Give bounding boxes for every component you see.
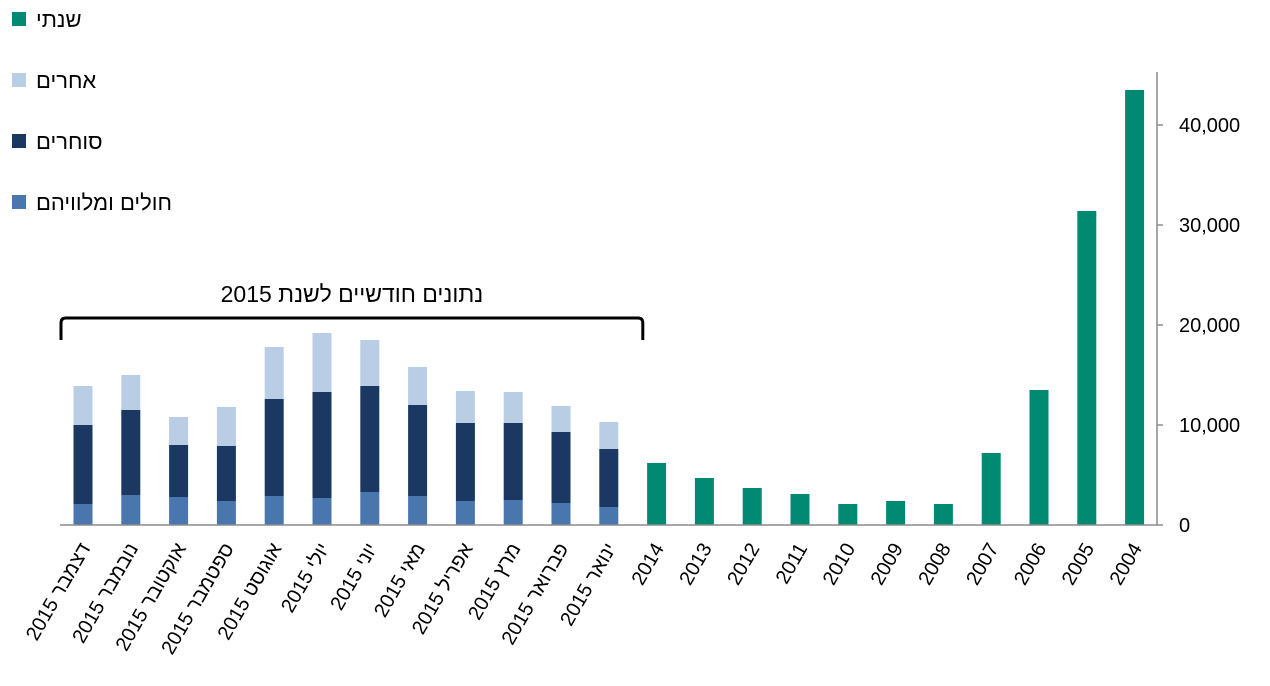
- legend-label: אחרים: [36, 68, 96, 93]
- x-tick-label: 2006: [1010, 540, 1051, 590]
- x-tick-label: 2004: [1106, 540, 1147, 590]
- bar-10-series-0: [551, 503, 571, 525]
- bar-21-series-3: [1077, 211, 1097, 525]
- bracket-label: נתונים חודשיים לשנת 2015: [221, 281, 484, 307]
- x-tick-label: 2005: [1058, 540, 1099, 590]
- bar-7-series-0: [408, 496, 428, 525]
- x-tick-label: 2007: [962, 539, 1003, 589]
- bars: [73, 90, 1145, 525]
- y-tick-label: 40,000: [1179, 115, 1240, 137]
- bar-11-series-0: [599, 507, 619, 525]
- bar-4-series-2: [264, 347, 284, 399]
- bar-0-series-2: [73, 386, 93, 425]
- y-tick-label: 10,000: [1179, 415, 1240, 437]
- bar-9-series-0: [503, 500, 523, 525]
- bar-8-series-0: [455, 501, 475, 525]
- bar-15-series-3: [790, 494, 810, 525]
- legend-swatch: [12, 73, 26, 87]
- x-tick-label: 2011: [772, 540, 813, 588]
- bar-14-series-3: [742, 488, 762, 525]
- bar-6-series-1: [360, 386, 380, 492]
- bar-22-series-3: [1125, 90, 1145, 525]
- bar-4-series-1: [264, 399, 284, 496]
- bar-9-series-2: [503, 392, 523, 423]
- bar-2-series-1: [169, 445, 189, 497]
- legend-swatch: [12, 134, 26, 148]
- y-tick-label: 0: [1179, 515, 1190, 537]
- bar-10-series-1: [551, 432, 571, 503]
- annotation-bracket: נתונים חודשיים לשנת 2015: [59, 281, 645, 340]
- bar-20-series-3: [1029, 390, 1049, 525]
- bar-2-series-2: [169, 417, 189, 445]
- legend-swatch: [12, 195, 26, 209]
- bar-16-series-3: [838, 504, 858, 525]
- bar-2-series-0: [169, 497, 189, 525]
- legend-label: שנתי: [36, 7, 82, 32]
- legend: שנתי אחרים סוחרים חולים ומלוויהם: [12, 7, 172, 215]
- y-axis: 0 10,000 20,000 30,000 40,000: [1156, 72, 1240, 537]
- legend-label: סוחרים: [36, 129, 103, 154]
- bar-10-series-2: [551, 406, 571, 432]
- legend-label: חולים ומלוויהם: [36, 190, 172, 215]
- bar-19-series-3: [981, 453, 1001, 525]
- bar-4-series-0: [264, 496, 284, 525]
- x-tick-label: 2012: [723, 540, 764, 590]
- x-tick-label: 2014: [628, 540, 669, 590]
- bar-17-series-3: [886, 501, 906, 525]
- bar-13-series-3: [694, 478, 714, 525]
- bar-6-series-2: [360, 340, 380, 386]
- x-tick-label: 2010: [819, 540, 860, 590]
- bar-0-series-1: [73, 425, 93, 504]
- bracket-line: [59, 316, 645, 340]
- y-tick-label: 20,000: [1179, 315, 1240, 337]
- bar-5-series-1: [312, 392, 332, 498]
- x-tick-label: 2008: [914, 540, 955, 590]
- x-tick-label: 2009: [867, 540, 908, 590]
- legend-swatch: [12, 12, 26, 26]
- bar-5-series-0: [312, 498, 332, 525]
- bar-0-series-0: [73, 504, 93, 525]
- bar-1-series-0: [121, 495, 141, 525]
- bar-3-series-2: [216, 407, 236, 446]
- bar-1-series-2: [121, 375, 141, 410]
- bar-11-series-1: [599, 449, 619, 507]
- bar-5-series-2: [312, 333, 332, 392]
- bar-18-series-3: [933, 504, 953, 525]
- bar-3-series-1: [216, 446, 236, 501]
- bar-12-series-3: [647, 463, 667, 525]
- x-tick-label: 2013: [675, 540, 716, 590]
- bar-8-series-2: [455, 391, 475, 423]
- bar-1-series-1: [121, 410, 141, 495]
- y-tick-label: 30,000: [1179, 215, 1240, 237]
- bar-8-series-1: [455, 423, 475, 501]
- bar-6-series-0: [360, 492, 380, 525]
- bar-3-series-0: [216, 501, 236, 525]
- bar-11-series-2: [599, 422, 619, 449]
- bar-7-series-2: [408, 367, 428, 405]
- bar-7-series-1: [408, 405, 428, 496]
- bar-9-series-1: [503, 423, 523, 500]
